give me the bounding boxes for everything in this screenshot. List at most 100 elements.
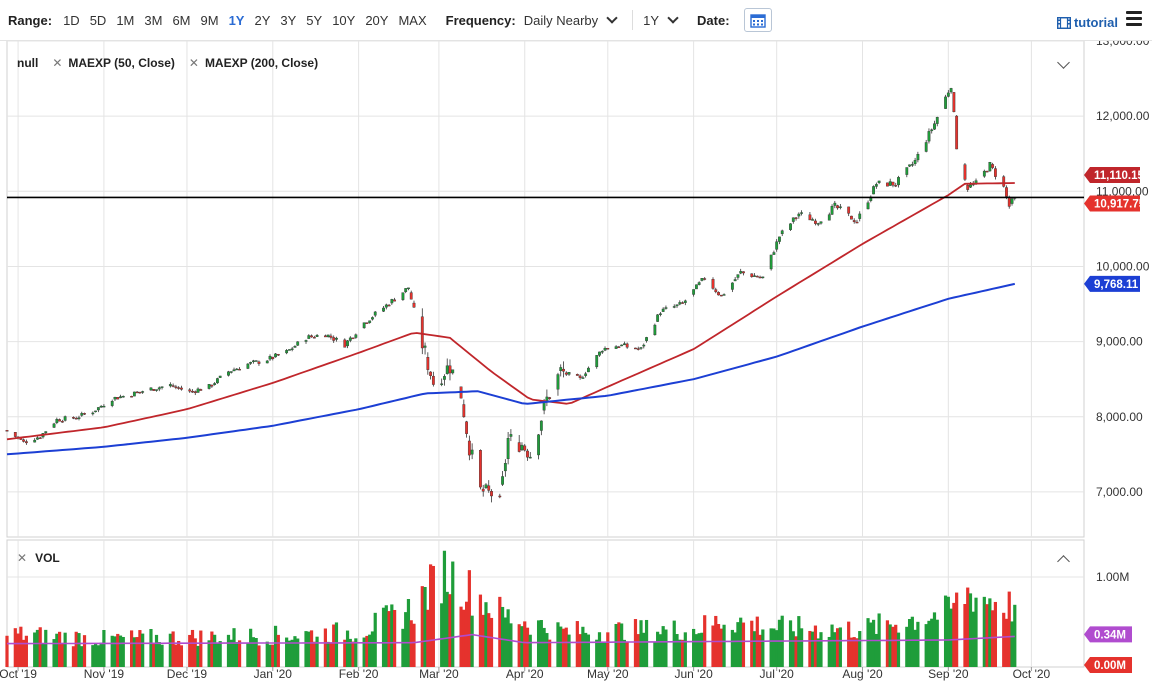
candle (80, 413, 84, 416)
remove-ma50-close-icon[interactable]: ✕ (52, 56, 63, 70)
range-button-3m[interactable]: 3M (144, 12, 163, 28)
candle (623, 343, 626, 346)
volume-bar (177, 640, 181, 667)
volume-bar (160, 644, 164, 667)
range-button-9m[interactable]: 9M (200, 12, 219, 28)
candle (304, 340, 308, 342)
range-button-1m[interactable]: 1M (116, 12, 135, 28)
candle (384, 304, 388, 308)
candle (891, 181, 895, 186)
candle (722, 294, 726, 296)
candle (155, 389, 158, 391)
candle (443, 376, 446, 380)
candle (994, 168, 997, 177)
candle (160, 386, 164, 388)
candle (177, 387, 181, 389)
volume-bar (885, 620, 890, 667)
volume-bar (833, 632, 837, 667)
candle (168, 384, 172, 387)
candle (852, 220, 856, 222)
range-button-2y[interactable]: 2Y (254, 12, 271, 28)
range-button-3y[interactable]: 3Y (280, 12, 297, 28)
volume-bar (442, 550, 447, 667)
candle (121, 395, 125, 398)
candle (94, 410, 97, 413)
volume-bar (423, 586, 427, 667)
candle (401, 292, 405, 300)
candle (102, 405, 106, 408)
volume-bar (633, 619, 638, 667)
tutorial-link[interactable]: tutorial (1056, 15, 1118, 30)
candle (874, 184, 878, 187)
volume-bar (354, 638, 358, 667)
range-button-20y[interactable]: 20Y (365, 12, 389, 28)
volume-bar (5, 635, 9, 667)
candle (769, 254, 773, 270)
range-button-5y[interactable]: 5Y (306, 12, 323, 28)
volume-bar (80, 646, 84, 667)
remove-ma200-close-icon[interactable]: ✕ (188, 56, 199, 70)
volume-bar (946, 596, 950, 667)
candle (905, 167, 909, 175)
volume-bar (722, 624, 726, 667)
range-button-5d[interactable]: 5D (89, 12, 107, 28)
tutorial-label: tutorial (1073, 15, 1118, 30)
candle (692, 289, 696, 295)
candle (440, 383, 444, 385)
volume-bar (467, 570, 471, 667)
volume-bar (963, 604, 967, 667)
candle (210, 384, 214, 387)
price-chart[interactable]: Oct '19 Nov '19 Dec '19 Jan '20 Feb '20 Mar '… (0, 41, 1152, 687)
volume-bar (697, 633, 701, 667)
candle (149, 387, 153, 391)
candle (481, 488, 485, 492)
volume-bar (351, 641, 355, 667)
candle (138, 391, 142, 394)
candle (199, 389, 203, 391)
range-button-10y[interactable]: 10Y (332, 12, 356, 28)
volume-bar (13, 628, 17, 667)
remove-volume-close-icon[interactable]: ✕ (17, 551, 28, 565)
candle (99, 406, 103, 408)
candle (866, 202, 870, 210)
range-button-max[interactable]: MAX (398, 12, 427, 28)
candle (83, 413, 86, 415)
candle (539, 420, 543, 431)
menu-icon[interactable] (1126, 11, 1142, 29)
volume-bar (642, 632, 646, 667)
volume-bar (509, 623, 513, 667)
volume-bar (174, 644, 178, 667)
candle (249, 362, 253, 364)
volume-bar (852, 637, 856, 667)
candle (33, 439, 37, 443)
volume-bar (556, 622, 560, 667)
volume-bar (661, 626, 665, 667)
candle (517, 442, 521, 452)
candle (323, 335, 327, 338)
candle (373, 311, 377, 316)
frequency-dropdown[interactable]: Daily Nearby (524, 12, 622, 28)
candle (833, 202, 837, 206)
volume-bar (307, 631, 311, 667)
range-button-6m[interactable]: 6M (172, 12, 191, 28)
volume-bar (373, 612, 377, 667)
candle (694, 284, 698, 290)
volume-bar (578, 634, 582, 667)
candle (933, 123, 936, 130)
volume-bar (597, 632, 602, 667)
y-tick-label: 12,000.00 (1096, 109, 1150, 123)
toolbar-divider (632, 10, 634, 30)
volume-bar (907, 619, 912, 667)
candle (387, 304, 391, 307)
candle (465, 421, 468, 434)
candle (1007, 196, 1011, 207)
candle (581, 377, 585, 379)
volume-bar (1007, 591, 1011, 667)
volume-bar (858, 631, 862, 667)
date-picker-button[interactable] (743, 8, 772, 32)
period-dropdown[interactable]: 1Y (643, 12, 683, 28)
range-button-1y[interactable]: 1Y (228, 12, 245, 28)
volume-bar (74, 631, 78, 667)
candle (587, 367, 590, 373)
range-button-1d[interactable]: 1D (63, 12, 80, 28)
